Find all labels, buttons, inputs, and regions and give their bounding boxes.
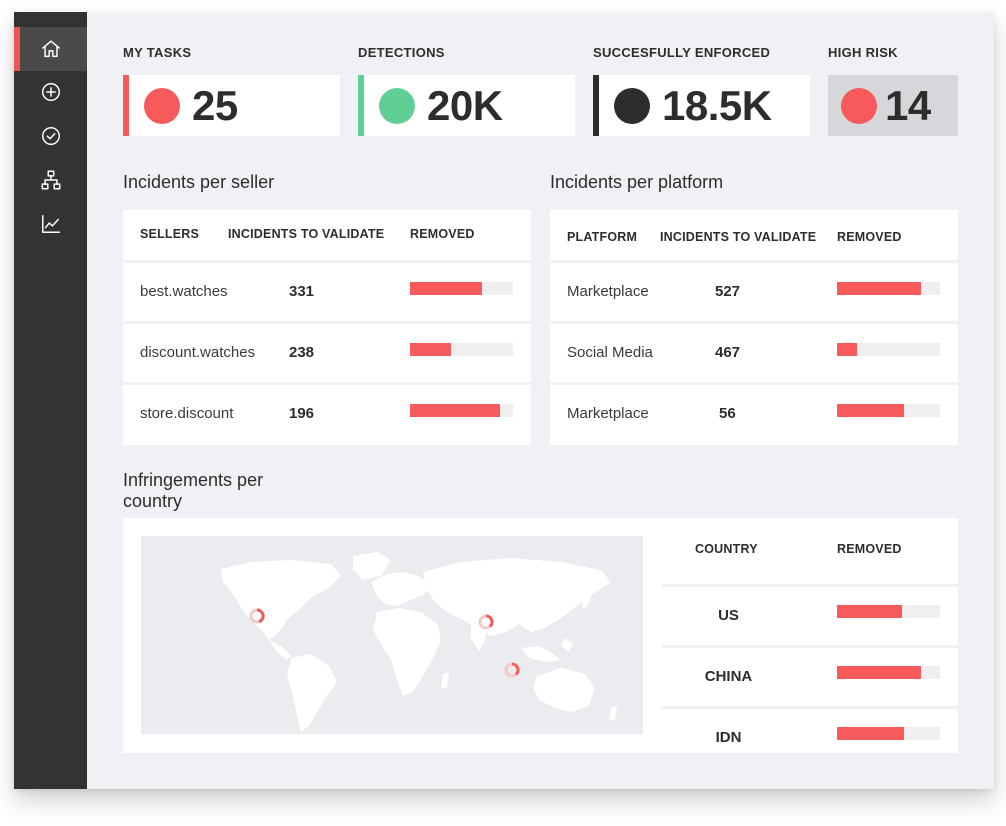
column-header-incidents[interactable]: INCIDENTS TO VALIDATE: [228, 227, 385, 241]
removed-progress-fill: [410, 404, 500, 417]
platform-name: Marketplace: [567, 283, 649, 300]
removed-progress-fill: [837, 727, 904, 740]
status-dot-red: [144, 88, 180, 124]
removed-progress-bar: [837, 343, 940, 356]
section-title-line: country: [123, 491, 183, 511]
removed-progress-fill: [410, 343, 452, 356]
table-row[interactable]: IDN: [661, 706, 958, 753]
dashboard-window: MY TASKS 25 DETECTIONS 20K SUCCESFULLY E…: [14, 12, 994, 789]
status-dot-green: [379, 88, 415, 124]
sidebar-item-add[interactable]: [14, 70, 87, 114]
removed-progress-bar: [837, 605, 940, 618]
column-header-removed[interactable]: REMOVED: [410, 227, 475, 241]
removed-progress-fill: [837, 404, 904, 417]
removed-progress-bar: [410, 343, 513, 356]
platform-name: Social Media: [567, 344, 653, 361]
country-name: IDN: [715, 729, 742, 746]
column-header-platform[interactable]: PLATFORM: [567, 230, 638, 244]
table-header: COUNTRY REMOVED: [661, 518, 958, 582]
main-content: MY TASKS 25 DETECTIONS 20K SUCCESFULLY E…: [87, 12, 994, 789]
section-title-platforms: Incidents per platform: [550, 172, 724, 192]
stat-label-my-tasks: MY TASKS: [123, 45, 192, 60]
stat-card-detections[interactable]: 20K: [358, 75, 575, 136]
table-row[interactable]: best.watches 331: [123, 260, 531, 320]
stat-value: 20K: [427, 82, 503, 129]
removed-progress-bar: [837, 282, 940, 295]
platforms-table: PLATFORM INCIDENTS TO VALIDATE REMOVED M…: [550, 210, 958, 445]
removed-progress-bar: [410, 404, 513, 417]
sidebar-item-analytics[interactable]: [14, 202, 87, 246]
stat-value: 25: [192, 82, 238, 129]
incident-count: 196: [289, 405, 315, 422]
stat-card-enforced[interactable]: 18.5K: [593, 75, 810, 136]
platform-name: Marketplace: [567, 405, 649, 422]
section-title-line: Infringements per: [123, 470, 264, 490]
section-title-sellers: Incidents per seller: [123, 172, 275, 192]
add-circle-icon: [41, 83, 60, 101]
removed-progress-fill: [837, 343, 857, 356]
hierarchy-icon: [41, 170, 60, 190]
section-title-countries: Infringements per country: [123, 470, 263, 512]
table-header: PLATFORM INCIDENTS TO VALIDATE REMOVED: [550, 210, 958, 258]
table-row[interactable]: US: [661, 584, 958, 644]
removed-progress-fill: [837, 666, 922, 679]
incident-count: 331: [289, 283, 315, 300]
home-icon: [41, 40, 60, 58]
stat-label-detections: DETECTIONS: [358, 45, 445, 60]
stat-value: 18.5K: [662, 82, 772, 129]
removed-progress-bar: [837, 404, 940, 417]
removed-progress-fill: [410, 282, 483, 295]
table-row[interactable]: Social Media 467: [550, 321, 958, 381]
table-row[interactable]: Marketplace 56: [550, 382, 958, 445]
removed-progress-bar: [837, 666, 940, 679]
table-row[interactable]: discount.watches 238: [123, 321, 531, 381]
stat-accent-bar: [593, 75, 599, 136]
check-circle-icon: [41, 127, 60, 145]
sidebar-item-home[interactable]: [14, 27, 87, 71]
table-row[interactable]: CHINA: [661, 645, 958, 705]
seller-name: best.watches: [140, 283, 228, 300]
stat-label-high-risk: HIGH RISK: [828, 45, 898, 60]
countries-table: COUNTRY REMOVED US CHINA IDN: [661, 518, 958, 753]
stat-accent-bar: [123, 75, 129, 136]
sellers-table: SELLERS INCIDENTS TO VALIDATE REMOVED be…: [123, 210, 531, 445]
world-map[interactable]: [141, 536, 643, 734]
seller-name: discount.watches: [140, 344, 256, 361]
removed-progress-bar: [410, 282, 513, 295]
country-name: US: [718, 607, 739, 624]
line-chart-icon: [41, 215, 60, 233]
seller-name: store.discount: [140, 405, 234, 422]
table-header: SELLERS INCIDENTS TO VALIDATE REMOVED: [123, 210, 531, 258]
status-dot-red: [841, 88, 877, 124]
stat-accent-bar: [358, 75, 364, 136]
stat-card-my-tasks[interactable]: 25: [123, 75, 340, 136]
table-row[interactable]: Marketplace 527: [550, 260, 958, 320]
column-header-removed[interactable]: REMOVED: [837, 230, 902, 244]
world-map-graphic: [221, 552, 617, 732]
country-name: CHINA: [704, 668, 753, 685]
sidebar: [14, 12, 87, 789]
incident-count: 527: [715, 283, 741, 300]
incident-count: 56: [719, 405, 736, 422]
column-header-incidents[interactable]: INCIDENTS TO VALIDATE: [660, 230, 817, 244]
removed-progress-bar: [837, 727, 940, 740]
stat-value: 14: [885, 82, 931, 129]
table-row[interactable]: store.discount 196: [123, 382, 531, 445]
removed-progress-fill: [837, 605, 902, 618]
removed-progress-fill: [837, 282, 922, 295]
status-dot-dark: [614, 88, 650, 124]
stat-card-high-risk[interactable]: 14: [828, 75, 958, 136]
stat-label-enforced: SUCCESFULLY ENFORCED: [593, 45, 771, 60]
incident-count: 467: [715, 344, 741, 361]
column-header-sellers[interactable]: SELLERS: [140, 227, 200, 241]
sidebar-item-hierarchy[interactable]: [14, 158, 87, 202]
column-header-removed[interactable]: REMOVED: [837, 542, 902, 556]
incident-count: 238: [289, 344, 315, 361]
sidebar-item-tasks[interactable]: [14, 114, 87, 158]
column-header-country[interactable]: COUNTRY: [695, 542, 758, 556]
